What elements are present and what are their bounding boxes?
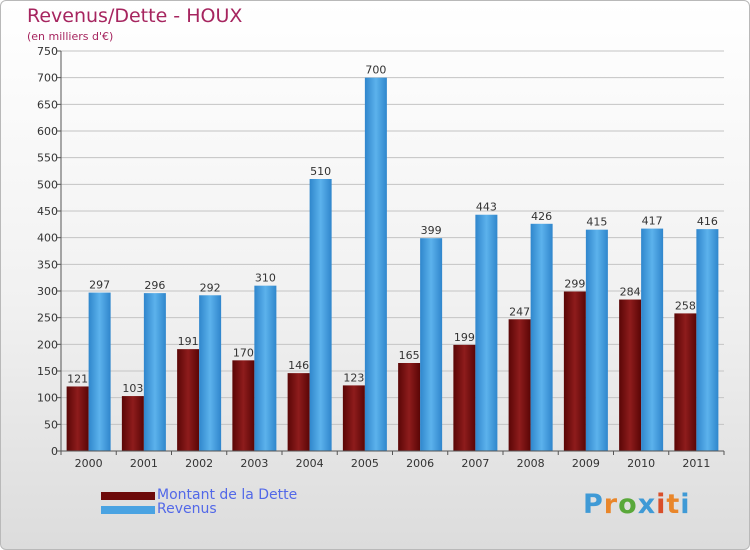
y-tick-label: 200 — [37, 338, 58, 351]
y-tick-label: 500 — [37, 178, 58, 191]
data-label: 258 — [675, 299, 696, 312]
y-tick-label: 150 — [37, 365, 58, 378]
logo-letter: x — [637, 489, 657, 520]
data-label: 284 — [620, 286, 641, 299]
data-label: 247 — [509, 305, 530, 318]
y-tick-label: 300 — [37, 285, 58, 298]
data-label: 426 — [531, 210, 552, 223]
logo-letter: o — [618, 489, 638, 520]
bar-revenus — [585, 229, 608, 451]
data-label: 416 — [697, 215, 718, 228]
bar-dette — [674, 313, 697, 451]
data-label: 417 — [642, 215, 663, 228]
data-label: 199 — [454, 331, 475, 344]
y-tick-label: 750 — [37, 45, 58, 58]
y-tick-label: 250 — [37, 312, 58, 325]
bar-revenus — [199, 295, 222, 451]
bars — [66, 77, 719, 452]
data-label: 297 — [89, 279, 110, 292]
x-tick-label: 2005 — [351, 457, 379, 470]
logo-letter: r — [603, 489, 619, 520]
legend-label-revenus: Revenus — [157, 501, 217, 517]
data-label: 123 — [343, 371, 364, 384]
proxiti-logo: Proxiti — [583, 489, 691, 520]
bar-dette — [398, 363, 421, 451]
x-tick-label: 2006 — [406, 457, 434, 470]
bar-dette — [177, 349, 200, 451]
chart-title: Revenus/Dette - HOUX — [27, 5, 243, 27]
y-tick-label: 450 — [37, 205, 58, 218]
bar-revenus — [364, 77, 387, 452]
bar-revenus — [254, 285, 277, 451]
bar-dette — [342, 385, 365, 451]
data-label: 510 — [310, 165, 331, 178]
x-tick-label: 2002 — [185, 457, 213, 470]
logo-letter: t — [666, 489, 681, 520]
bar-revenus — [420, 238, 443, 451]
bar-dette — [287, 373, 310, 451]
bar-dette — [563, 291, 586, 451]
bar-revenus — [88, 292, 111, 451]
y-tick-label: 550 — [37, 152, 58, 165]
x-tick-label: 2011 — [682, 457, 710, 470]
bar-revenus — [641, 228, 664, 451]
data-label: 165 — [399, 349, 420, 362]
x-tick-label: 2007 — [461, 457, 489, 470]
y-tick-label: 600 — [37, 125, 58, 138]
data-label: 146 — [288, 359, 309, 372]
x-tick-label: 2000 — [75, 457, 103, 470]
bar-revenus — [143, 293, 166, 451]
data-label: 191 — [178, 335, 199, 348]
bar-revenus — [475, 214, 498, 451]
logo-letter: i — [680, 489, 691, 520]
x-tick-label: 2004 — [296, 457, 324, 470]
y-tick-label: 0 — [51, 445, 58, 458]
y-tick-label: 100 — [37, 392, 58, 405]
data-label: 399 — [421, 224, 442, 237]
bar-dette — [232, 360, 255, 451]
data-label: 299 — [564, 278, 585, 291]
axes — [60, 51, 724, 452]
data-labels: 121 297 103 296 191 292 170 310 146 510 123 700 165 3… — [67, 64, 718, 395]
data-label: 700 — [365, 64, 386, 77]
x-tick-label: 2008 — [517, 457, 545, 470]
x-axis-ticks: 2000 2001 2002 2003 2004 2005 2006 2007 2008 2009… — [60, 451, 725, 470]
bar-dette — [121, 396, 144, 451]
y-tick-label: 650 — [37, 98, 58, 111]
data-label: 310 — [255, 272, 276, 285]
y-tick-label: 400 — [37, 232, 58, 245]
bar-dette — [508, 319, 531, 451]
data-label: 296 — [144, 279, 165, 292]
data-label: 170 — [233, 346, 254, 359]
logo-letter: P — [583, 489, 604, 520]
x-tick-label: 2010 — [627, 457, 655, 470]
data-label: 292 — [200, 281, 221, 294]
bar-dette — [66, 386, 89, 451]
logo-letter: i — [656, 489, 667, 520]
bar-dette — [453, 344, 476, 451]
legend-swatch-revenus — [101, 506, 155, 514]
data-label: 121 — [67, 372, 88, 385]
y-tick-label: 700 — [37, 72, 58, 85]
bar-revenus — [696, 229, 719, 451]
y-tick-label: 50 — [44, 418, 58, 431]
chart-subtitle: (en milliers d'€) — [27, 30, 114, 43]
x-tick-label: 2001 — [130, 457, 158, 470]
data-label: 415 — [586, 216, 607, 229]
legend-label-dette: Montant de la Dette — [157, 487, 298, 503]
bar-revenus — [309, 179, 332, 451]
x-tick-label: 2009 — [572, 457, 600, 470]
bar-dette — [619, 299, 642, 451]
gridlines — [61, 50, 724, 452]
legend-swatch-dette — [101, 492, 155, 500]
data-label: 443 — [476, 201, 497, 214]
x-tick-label: 2003 — [240, 457, 268, 470]
y-tick-label: 350 — [37, 258, 58, 271]
y-axis-ticks: 0 50 100 150 200 250 300 350 400 450 500 550 600 650 7… — [37, 45, 61, 458]
bar-revenus — [530, 223, 553, 451]
data-label: 103 — [122, 382, 143, 395]
